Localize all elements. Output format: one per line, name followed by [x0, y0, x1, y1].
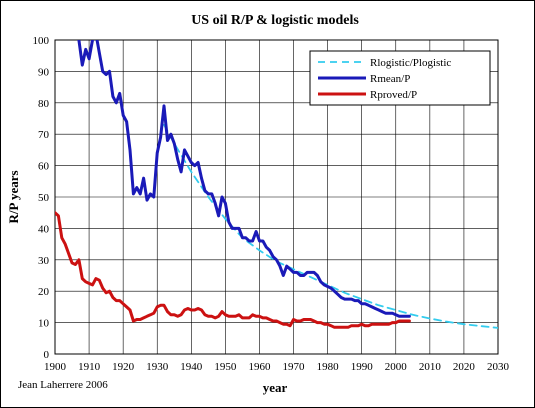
- x-tick-label: 1980: [317, 361, 340, 373]
- y-tick-label: 90: [38, 66, 50, 78]
- x-tick-label: 2000: [385, 361, 408, 373]
- legend: Rlogistic/Plogistic Rmean/P Rproved/P: [309, 50, 491, 106]
- x-tick-label: 1960: [248, 361, 271, 373]
- legend-entry-rlogistic: Rlogistic/Plogistic: [370, 57, 451, 69]
- x-tick-label: 1910: [78, 361, 101, 373]
- x-tick-label: 1950: [214, 361, 237, 373]
- y-tick-label: 50: [38, 192, 50, 204]
- y-tick-label: 10: [38, 318, 50, 330]
- x-tick-label: 2020: [453, 361, 476, 373]
- x-tick-label: 1900: [44, 361, 67, 373]
- legend-entry-rmean: Rmean/P: [370, 73, 410, 85]
- chart-title: US oil R/P & logistic models: [191, 13, 359, 28]
- y-tick-label: 80: [38, 98, 50, 110]
- x-tick-label: 1990: [351, 361, 374, 373]
- y-tick-label: 0: [44, 349, 50, 361]
- y-tick-label: 30: [38, 255, 50, 267]
- author-credit: Jean Laherrere 2006: [18, 379, 108, 391]
- y-axis-title: R/P years: [6, 170, 21, 223]
- y-tick-label: 40: [38, 223, 50, 235]
- x-axis-title: year: [263, 380, 288, 395]
- y-tick-label: 70: [38, 129, 50, 141]
- series-rproved-line: [55, 211, 411, 329]
- series-rmean-line: [77, 40, 411, 318]
- x-tick-label: 2010: [419, 361, 442, 373]
- y-tick-label: 60: [38, 161, 50, 173]
- x-tick-label: 1920: [112, 361, 135, 373]
- x-axis-ticks: 1900 1910 1920 1930 1940 1950 1960 1970 1980 1990…: [44, 361, 510, 373]
- legend-entry-rproved: Rproved/P: [370, 89, 417, 101]
- y-tick-label: 20: [38, 286, 50, 298]
- y-axis-ticks: 0 10 20 30 40 50 60 70 80 90 100: [33, 35, 50, 361]
- y-tick-label: 100: [33, 35, 50, 47]
- x-tick-label: 1970: [283, 361, 306, 373]
- gridlines: [54, 39, 499, 355]
- series-layer: [55, 40, 498, 329]
- x-tick-label: 1930: [146, 361, 169, 373]
- x-tick-label: 2030: [487, 361, 510, 373]
- x-tick-label: 1940: [180, 361, 203, 373]
